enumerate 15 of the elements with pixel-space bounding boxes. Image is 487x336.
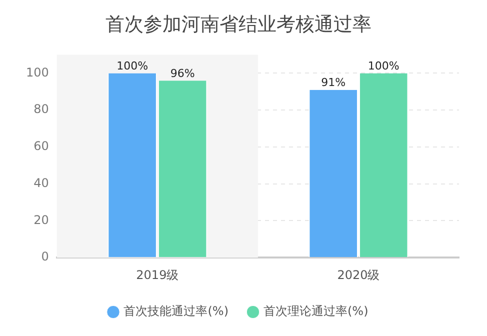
data-label: 96% [170,66,195,80]
y-tick-label: 100 [26,65,49,80]
chart-title: 首次参加河南省结业考核通过率 [106,13,372,36]
legend-label: 首次技能通过率(%) [124,304,228,318]
legend-label: 首次理论通过率(%) [264,304,368,318]
x-tick-label: 2020级 [337,268,380,282]
y-tick-label: 80 [34,102,49,116]
x-tick-label: 2019级 [136,268,179,282]
y-tick-label: 20 [34,212,49,227]
data-label: 91% [321,76,346,90]
y-tick-label: 60 [34,139,49,154]
data-label: 100% [368,60,400,73]
y-tick-label: 0 [41,250,49,264]
data-label: 100% [116,60,148,73]
y-tick-label: 40 [34,176,49,190]
